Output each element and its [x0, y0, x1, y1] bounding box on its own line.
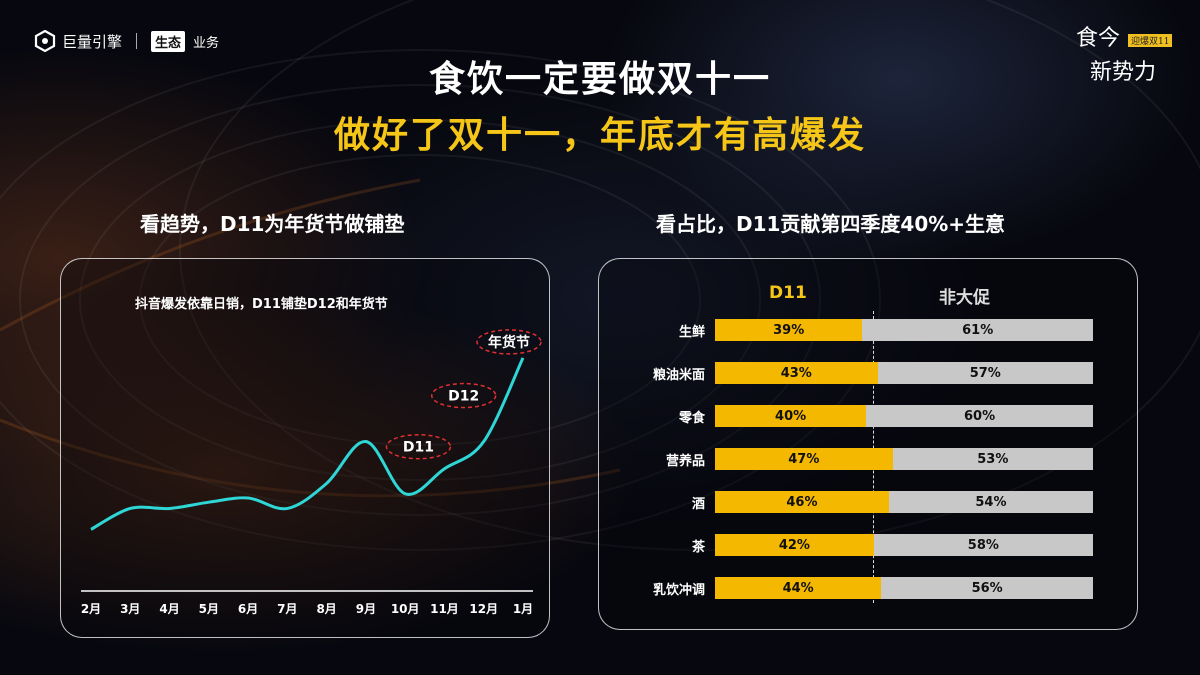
brand-name: 巨量引擎	[62, 32, 123, 51]
stacked-bar: 42% 58%	[715, 534, 1093, 556]
annotation-label: D12	[448, 389, 479, 405]
share-heading: 看占比，D11贡献第四季度40%+生意	[656, 212, 1006, 236]
brand-eco-label: 生态	[151, 30, 186, 52]
x-tick-label: 10月	[391, 602, 420, 616]
campaign-logo: 食今 迎爆双11 新势力	[1038, 20, 1178, 90]
bar-row: 营养品 47% 53%	[599, 448, 1137, 470]
line-chart-title: 抖音爆发依靠日销，D11铺垫D12和年货节	[135, 297, 388, 312]
main-title: 食饮一定要做双十一	[428, 59, 771, 100]
bar-segment-d11: 43%	[715, 362, 878, 384]
stacked-bar: 44% 56%	[715, 577, 1093, 599]
bar-segment-d11: 39%	[715, 319, 863, 341]
stacked-bar: 46% 54%	[715, 491, 1093, 513]
category-label: 酒	[691, 497, 705, 512]
line-chart: 2月 3月 4月 5月 6月 7月 8月 9月 10月 11月 12月 1月 D11 D12 年货节	[81, 329, 542, 616]
bar-segment-d11: 44%	[715, 577, 882, 599]
x-tick-label: 3月	[120, 602, 140, 616]
bar-segment-d11: 42%	[715, 534, 874, 556]
campaign-line1: 食今	[1076, 26, 1121, 51]
brand-separator	[136, 33, 138, 49]
category-label: 生鲜	[678, 325, 705, 340]
trend-panel: 抖音爆发依靠日销，D11铺垫D12和年货节 2月 3月 4月 5月 6月 7月 8月 9月 10…	[60, 258, 550, 638]
category-label: 乳饮冲调	[652, 583, 705, 598]
stacked-bar: 40% 60%	[715, 405, 1093, 427]
bar-segment-non-promo: 53%	[892, 448, 1093, 470]
campaign-line2: 新势力	[1090, 60, 1157, 85]
bar-segment-non-promo: 58%	[873, 534, 1093, 556]
category-label: 茶	[691, 540, 705, 555]
x-tick-label: 1月	[513, 602, 533, 616]
bar-segment-non-promo: 60%	[866, 405, 1093, 427]
brand-mark-icon	[34, 30, 56, 52]
bar-row: 生鲜 39% 61%	[599, 319, 1137, 341]
trend-heading: 看趋势，D11为年货节做铺垫	[140, 212, 405, 236]
x-tick-label: 8月	[316, 602, 336, 616]
brand-logo: 巨量引擎 生态 业务	[34, 30, 219, 52]
x-tick-label: 9月	[356, 602, 376, 616]
bar-segment-non-promo: 57%	[877, 362, 1093, 384]
annotation-ring	[385, 433, 452, 460]
bar-segment-d11: 46%	[715, 491, 889, 513]
x-tick-label: 12月	[469, 602, 498, 616]
stacked-bar: 39% 61%	[715, 319, 1093, 341]
bar-segment-d11: 40%	[715, 405, 867, 427]
x-tick-label: 2月	[81, 602, 101, 616]
trend-line	[90, 357, 525, 531]
legend-d11: D11	[769, 283, 807, 303]
legend-non-promo: 非大促	[939, 288, 990, 308]
bar-segment-non-promo: 61%	[862, 319, 1093, 341]
category-label: 营养品	[665, 454, 705, 469]
x-tick-label: 6月	[238, 602, 258, 616]
share-panel: D11 非大促 生鲜 39% 61% 粮油米面 43% 57% 零食 40% 60% 营养品 47%…	[598, 258, 1138, 630]
annotation-ring	[430, 382, 497, 409]
bar-row: 酒 46% 54%	[599, 491, 1137, 513]
bar-row: 乳饮冲调 44% 56%	[599, 577, 1137, 599]
x-tick-label: 4月	[159, 602, 179, 616]
campaign-tag: 迎爆双11	[1128, 34, 1173, 47]
bar-segment-d11: 47%	[715, 448, 893, 470]
main-subtitle: 做好了双十一，年底才有高爆发	[333, 115, 866, 156]
brand-biz-label: 业务	[193, 35, 220, 51]
x-tick-label: 5月	[199, 602, 219, 616]
annotation-ring	[476, 329, 542, 355]
bar-segment-non-promo: 56%	[881, 577, 1093, 599]
x-tick-label: 11月	[430, 602, 459, 616]
stacked-bar: 47% 53%	[715, 448, 1093, 470]
bar-row: 粮油米面 43% 57%	[599, 362, 1137, 384]
category-label: 粮油米面	[652, 368, 705, 383]
annotation-label: D11	[403, 440, 434, 456]
bar-row: 零食 40% 60%	[599, 405, 1137, 427]
bar-segment-non-promo: 54%	[888, 491, 1093, 513]
bar-row: 茶 42% 58%	[599, 534, 1137, 556]
annotation-label: 年货节	[488, 334, 530, 351]
stacked-bar: 43% 57%	[715, 362, 1093, 384]
category-label: 零食	[678, 411, 705, 426]
x-tick-label: 7月	[277, 602, 297, 616]
